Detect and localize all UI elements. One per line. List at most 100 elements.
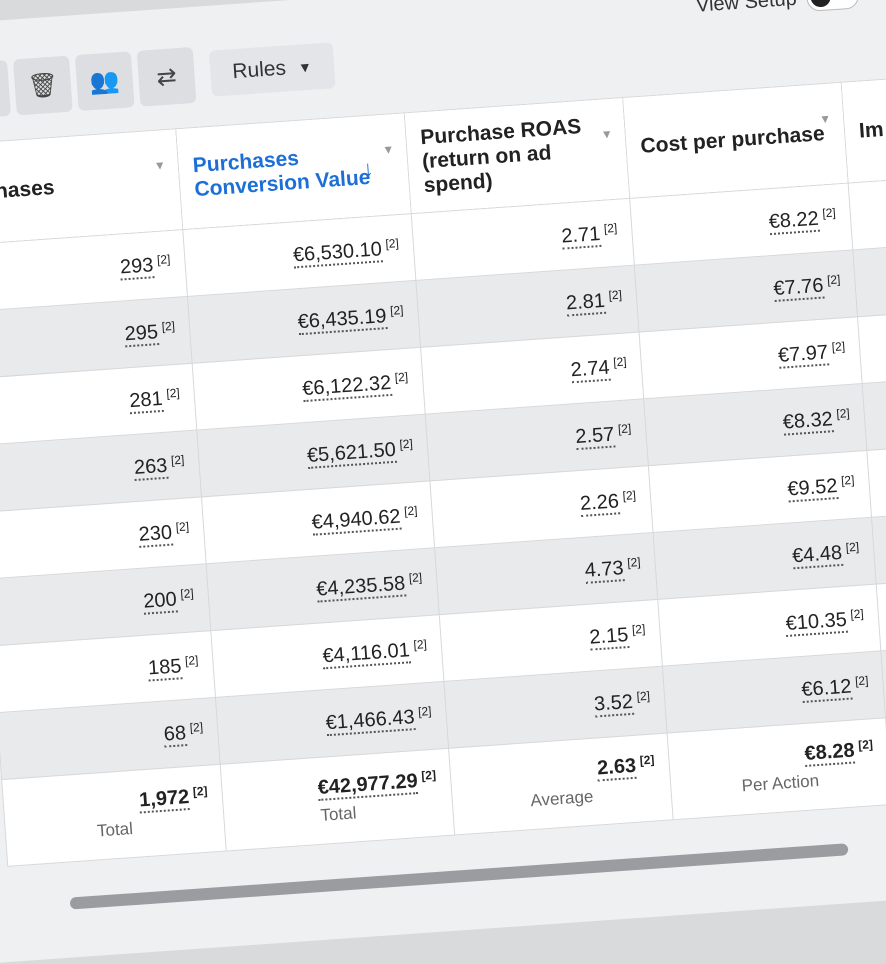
caret-down-icon: ▼: [297, 59, 312, 76]
cell-impressions: [848, 177, 886, 250]
footnote: [2]: [170, 452, 184, 467]
value-link[interactable]: 200: [143, 589, 178, 615]
footnote: [2]: [627, 555, 641, 570]
value-link[interactable]: 230: [138, 522, 173, 548]
value-link[interactable]: €10.35: [785, 609, 848, 637]
footnote: [2]: [413, 637, 427, 652]
footnote: [2]: [166, 385, 180, 400]
value-link[interactable]: 3.52: [593, 691, 634, 718]
view-setup: View Setup: [695, 0, 859, 20]
value-link[interactable]: 185: [147, 656, 182, 682]
value-link[interactable]: 2.26: [579, 491, 620, 518]
footnote: [2]: [858, 737, 874, 752]
footnote: [2]: [175, 519, 189, 534]
footnote: [2]: [822, 205, 836, 220]
value-link[interactable]: 2.57: [575, 424, 616, 451]
value-link[interactable]: €4,235.58: [316, 573, 406, 603]
column-label: Cost per purchase: [640, 122, 826, 158]
total-label: Per Action: [685, 767, 876, 800]
view-setup-label: View Setup: [695, 0, 797, 17]
footnote: [2]: [404, 503, 418, 518]
column-header-purchases[interactable]: rchases▼: [0, 129, 183, 245]
footnote: [2]: [399, 436, 413, 451]
column-header-conversion-value[interactable]: Purchases Conversion Value↓ ▼: [176, 113, 411, 230]
footnote: [2]: [385, 236, 399, 251]
footnote: [2]: [841, 473, 855, 488]
value-link[interactable]: 263: [133, 455, 168, 481]
footnote: [2]: [156, 252, 170, 267]
caret-down-icon[interactable]: ▼: [600, 127, 613, 142]
total-value[interactable]: €8.28: [804, 740, 856, 767]
footnote: [2]: [639, 752, 655, 767]
value-link[interactable]: 293: [119, 255, 154, 281]
total-label: Average: [466, 783, 657, 816]
value-link[interactable]: 2.71: [561, 223, 602, 250]
value-link[interactable]: 295: [124, 321, 159, 347]
footnote: [2]: [631, 621, 645, 636]
value-link[interactable]: €6,530.10: [292, 239, 382, 269]
value-link[interactable]: €9.52: [787, 475, 839, 502]
footnote: [2]: [161, 319, 175, 334]
value-link[interactable]: €6.12: [801, 676, 853, 703]
value-link[interactable]: €4,116.01: [322, 640, 411, 670]
footnote: [2]: [608, 287, 622, 302]
toolbar: ↶ 🗑 👥 ⇄ Rules ▼: [0, 37, 336, 119]
ab-test-button[interactable]: ⇄: [137, 47, 197, 107]
cell-impressions: [862, 377, 886, 450]
delete-button[interactable]: 🗑: [13, 56, 73, 116]
value-link[interactable]: €4,940.62: [311, 506, 401, 536]
footnote: [2]: [180, 586, 194, 601]
caret-down-icon[interactable]: ▼: [153, 158, 166, 173]
value-link[interactable]: €7.97: [777, 342, 829, 369]
value-link[interactable]: 68: [163, 722, 187, 747]
footnote: [2]: [418, 704, 432, 719]
value-link[interactable]: €4.48: [791, 542, 843, 569]
cell-impressions: [853, 244, 886, 317]
column-header-impressions[interactable]: Im: [841, 76, 886, 183]
footnote: [2]: [613, 354, 627, 369]
footnote: [2]: [831, 339, 845, 354]
value-link[interactable]: €1,466.43: [325, 706, 415, 736]
value-link[interactable]: €6,122.32: [302, 372, 392, 402]
total-value[interactable]: 1,972: [139, 786, 191, 813]
view-setup-toggle[interactable]: [806, 0, 860, 12]
undo-button[interactable]: ↶: [0, 60, 11, 120]
footnote: [2]: [421, 767, 437, 782]
swap-icon: ⇄: [156, 62, 178, 92]
value-link[interactable]: 2.74: [570, 357, 611, 384]
column-label: Purchases Conversion Value: [192, 147, 371, 201]
value-link[interactable]: €8.22: [768, 208, 820, 235]
column-label: Purchase ROAS (return on ad spend): [420, 115, 582, 197]
rules-label: Rules: [232, 57, 287, 85]
rules-dropdown[interactable]: Rules ▼: [209, 42, 335, 97]
total-purchases: 1,972[2]Total: [2, 764, 227, 866]
total-value: €42,977.29[2]Total: [220, 748, 455, 851]
value-link[interactable]: 4.73: [584, 558, 625, 585]
footnote: [2]: [855, 673, 869, 688]
total-cpp: €8.28[2] Per Action: [667, 718, 886, 820]
value-link[interactable]: €7.76: [773, 275, 825, 302]
value-link[interactable]: 2.81: [565, 290, 606, 317]
caret-down-icon[interactable]: ▼: [819, 112, 832, 127]
footnote: [2]: [603, 220, 617, 235]
value-link[interactable]: €5,621.50: [306, 439, 396, 469]
footnote: [2]: [408, 570, 422, 585]
total-value[interactable]: 2.63: [597, 755, 638, 782]
column-header-roas[interactable]: Purchase ROAS (return on ad spend) ▼: [404, 98, 630, 214]
footnote: [2]: [394, 369, 408, 384]
column-header-cost-per-purchase[interactable]: Cost per purchase▼: [623, 82, 849, 198]
total-value[interactable]: €42,977.29: [317, 770, 419, 801]
footnote: [2]: [617, 421, 631, 436]
footnote: [2]: [836, 406, 850, 421]
footnote: [2]: [636, 688, 650, 703]
caret-down-icon[interactable]: ▼: [382, 142, 395, 157]
value-link[interactable]: 2.15: [589, 624, 630, 651]
value-link[interactable]: 281: [129, 388, 164, 414]
value-link[interactable]: €8.32: [782, 409, 834, 436]
audience-button[interactable]: 👥: [75, 51, 135, 111]
sort-descending-icon[interactable]: ↓: [362, 156, 375, 183]
results-table: rchases▼ Purchases Conversion Value↓ ▼ Pu…: [0, 76, 886, 867]
value-link[interactable]: €6,435.19: [297, 305, 387, 335]
total-roas: 2.63[2] Average: [449, 733, 674, 835]
